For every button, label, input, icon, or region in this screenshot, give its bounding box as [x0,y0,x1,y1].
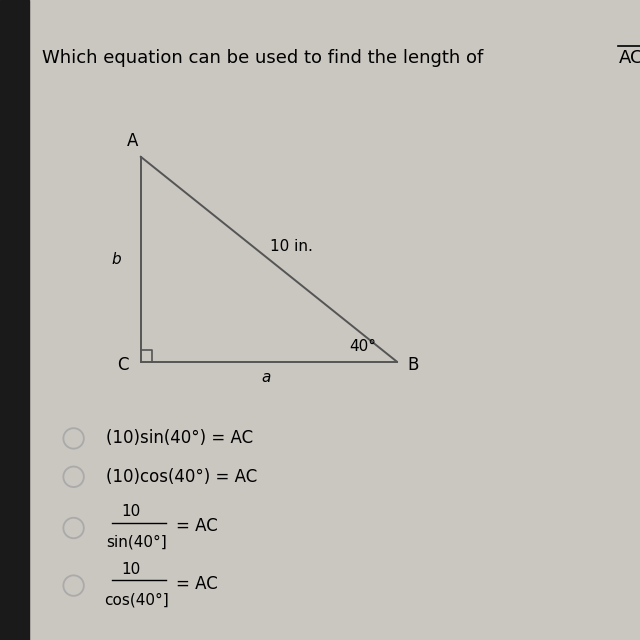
Text: (10)sin(40°) = AC: (10)sin(40°) = AC [106,429,253,447]
Text: 10: 10 [122,562,141,577]
Text: 40°: 40° [349,339,376,355]
Text: B: B [407,356,419,374]
Text: a: a [261,370,270,385]
Text: AC: AC [618,49,640,67]
Text: A: A [127,132,138,150]
Text: = AC: = AC [176,517,218,535]
Text: Which equation can be used to find the length of: Which equation can be used to find the l… [42,49,488,67]
Text: (10)cos(40°) = AC: (10)cos(40°) = AC [106,468,257,486]
Text: b: b [111,252,122,267]
Text: = AC: = AC [176,575,218,593]
Text: C: C [117,356,129,374]
Text: cos(40°]: cos(40°] [104,592,169,607]
Text: 10 in.: 10 in. [270,239,312,254]
Text: sin(40°]: sin(40°] [106,534,166,550]
Text: 10: 10 [122,504,141,520]
Bar [0,0,29,640]
